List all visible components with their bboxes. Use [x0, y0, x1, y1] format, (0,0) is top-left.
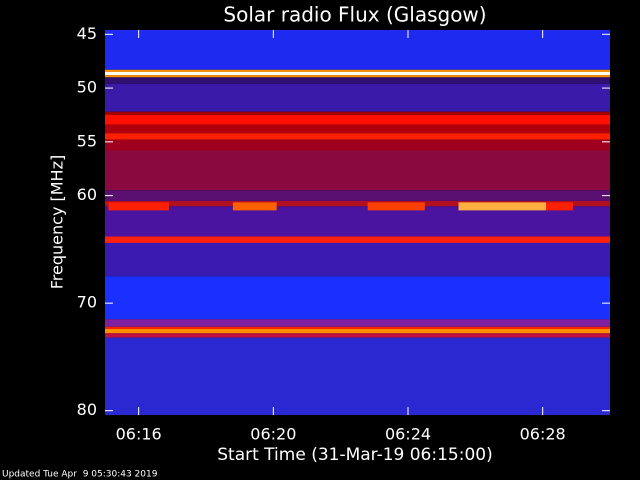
y-tick-label: 70 [77, 293, 97, 312]
frequency-band [105, 326, 610, 329]
frequency-band [105, 71, 610, 76]
frequency-band [105, 242, 610, 277]
frequency-band [105, 328, 610, 334]
y-tick-label: 55 [77, 131, 97, 150]
frequency-band [105, 77, 610, 84]
burst [108, 202, 169, 211]
frequency-band [105, 83, 610, 112]
chart-title: Solar radio Flux (Glasgow) [223, 3, 486, 27]
frequency-band [105, 139, 610, 151]
frequency-band [105, 124, 610, 134]
footer: Updated Tue Apr 9 05:30:43 2019 [2, 470, 158, 480]
frequency-band [105, 133, 610, 140]
frequency-band [105, 190, 610, 201]
burst [232, 202, 277, 211]
frequency-band [105, 319, 610, 327]
x-tick-label: 06:24 [385, 425, 431, 444]
frequency-band [105, 150, 610, 191]
y-tick-label: 50 [77, 78, 97, 97]
burst [458, 202, 547, 211]
frequency-band [105, 236, 610, 243]
plot-area [105, 30, 610, 415]
y-axis-label: Frequency [MHz] [48, 155, 67, 289]
burst [367, 202, 425, 211]
x-axis-label: Start Time (31-Mar-19 06:15:00) [217, 445, 492, 465]
y-tick-label: 45 [77, 24, 97, 43]
frequency-band [105, 206, 610, 237]
frequency-band [105, 114, 610, 125]
y-tick-label: 80 [77, 400, 97, 419]
frequency-band [105, 337, 610, 415]
x-tick-label: 06:28 [520, 425, 566, 444]
frequency-band [105, 333, 610, 338]
x-tick-label: 06:16 [116, 425, 162, 444]
frequency-band [105, 30, 610, 70]
frequency-band [105, 69, 610, 72]
frequency-band [105, 200, 610, 207]
frequency-band [105, 111, 610, 115]
frequency-band [105, 276, 610, 320]
y-tick-label: 60 [77, 185, 97, 204]
burst [546, 202, 573, 211]
x-tick-label: 06:20 [250, 425, 296, 444]
frequency-band [105, 75, 610, 78]
